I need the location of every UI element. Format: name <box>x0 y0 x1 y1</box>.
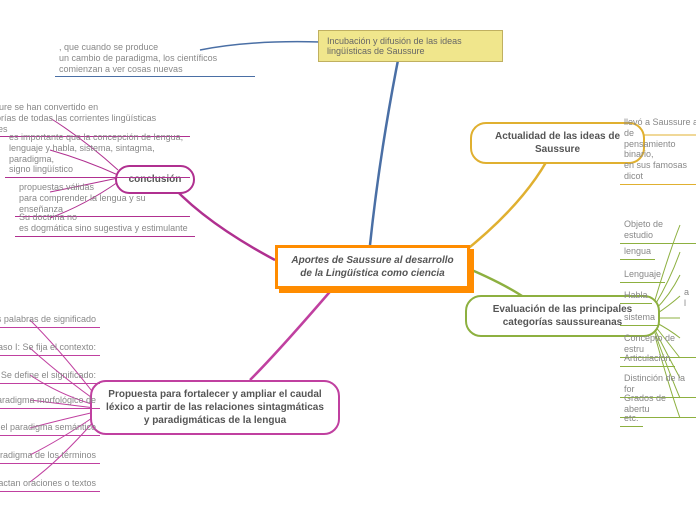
evaluacion-habla-note: a l <box>680 285 693 311</box>
evaluacion-item-4: sistema <box>620 310 659 326</box>
actualidad-leaf: llevó a Saussure a de pensamiento binari… <box>620 115 696 185</box>
propuesta-item-6: dactan oraciones o textos <box>0 476 100 492</box>
incubacion-note: , que cuando se produce un cambio de par… <box>55 40 255 77</box>
propuesta-item-2: II: Se define el significado: <box>0 368 100 384</box>
conclusion-item-1: es importante que la concepción de lengu… <box>5 130 190 178</box>
evaluacion-item-6: Articulación <box>620 351 675 367</box>
branch-incubacion[interactable]: Incubación y difusión de las ideas lingü… <box>318 30 503 62</box>
evaluacion-item-9: etc. <box>620 411 643 427</box>
branch-propuesta[interactable]: Propuesta para fortalecer y ampliar el c… <box>90 380 340 435</box>
center-node[interactable]: Aportes de Saussure al desarrollo de la … <box>275 245 470 289</box>
center-title: Aportes de Saussure al desarrollo de la … <box>291 255 453 279</box>
evaluacion-item-0: Objeto de estudio <box>620 217 696 244</box>
propuesta-item-3: aradigma morfológico de <box>0 393 100 409</box>
evaluacion-item-3: Habla <box>620 288 652 304</box>
propuesta-item-5: aradigma de los términos <box>0 448 100 464</box>
branch-actualidad[interactable]: Actualidad de las ideas de Saussure <box>470 122 645 164</box>
evaluacion-item-2: Lenguaje <box>620 267 665 283</box>
actualidad-label: Actualidad de las ideas de Saussure <box>495 131 620 155</box>
evaluacion-label: Evaluación de las principales categorías… <box>493 304 633 328</box>
incubacion-label: Incubación y difusión de las ideas lingü… <box>327 36 462 56</box>
propuesta-item-4: e el paradigma semántico <box>0 420 100 436</box>
propuesta-label: Propuesta para fortalecer y ampliar el c… <box>106 389 324 426</box>
conclusion-item-3: Su doctrina no es dogmática sino sugesti… <box>15 210 195 237</box>
propuesta-item-1: Paso I: Se fija el contexto: <box>0 340 100 356</box>
evaluacion-item-1: lengua <box>620 244 655 260</box>
propuesta-item-0: as palabras de significado <box>0 312 100 328</box>
